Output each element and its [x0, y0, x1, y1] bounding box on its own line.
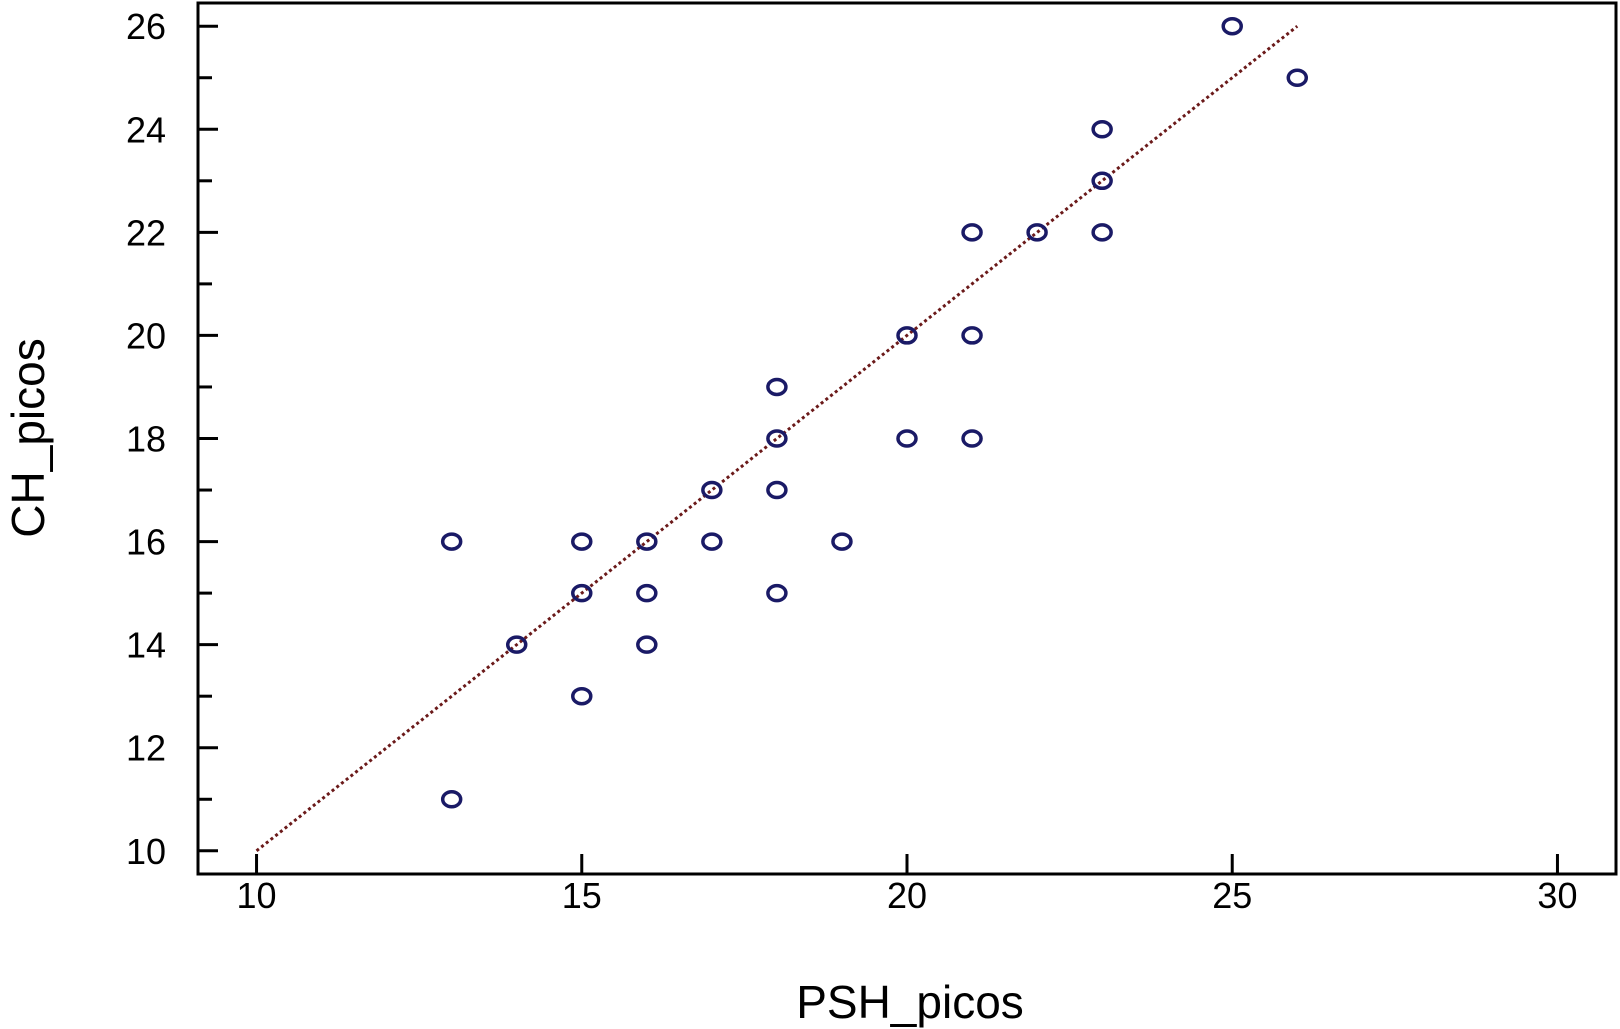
data-point	[1091, 171, 1113, 191]
y-tick-label: 12	[126, 728, 166, 769]
y-tick-label: 24	[126, 109, 166, 150]
x-tick-label: 30	[1537, 875, 1577, 916]
data-point	[1091, 223, 1113, 242]
y-tick-label: 22	[126, 212, 166, 253]
data-point	[1026, 223, 1048, 242]
points-layer	[440, 16, 1309, 809]
y-axis-title: CH_picos	[2, 338, 54, 537]
y-tick-label: 18	[126, 419, 166, 460]
data-point	[896, 326, 918, 345]
x-tick-label: 15	[562, 875, 602, 916]
y-tick-label: 26	[126, 6, 166, 47]
data-point	[571, 532, 593, 551]
data-point	[636, 635, 658, 654]
y-tick-label: 10	[126, 831, 166, 872]
x-tick-label: 25	[1212, 875, 1252, 916]
reference-line	[255, 25, 1299, 852]
y-axis: 10 12 14 16 18 20 22 24 26	[126, 6, 218, 872]
data-point	[1286, 68, 1309, 87]
data-point	[636, 583, 658, 603]
x-axis-title: PSH_picos	[796, 976, 1024, 1028]
data-point	[766, 429, 788, 448]
data-point	[831, 532, 853, 551]
data-point	[571, 583, 593, 603]
data-point	[636, 532, 658, 551]
x-tick-label: 10	[237, 875, 277, 916]
data-point	[961, 326, 983, 345]
x-axis: 10 15 20 25 30	[237, 854, 1577, 916]
plot-frame	[196, 1, 1618, 876]
data-point	[505, 635, 528, 654]
data-point	[440, 532, 463, 551]
data-point	[961, 223, 983, 242]
data-point	[1091, 120, 1113, 139]
x-tick-label: 20	[887, 875, 927, 916]
y-tick-label: 16	[126, 522, 166, 563]
data-point	[571, 686, 593, 706]
data-point	[701, 480, 723, 500]
y-tick-label: 14	[126, 625, 166, 666]
data-point	[766, 480, 788, 500]
reference-line-layer	[255, 25, 1299, 852]
data-point	[766, 583, 788, 603]
data-point	[440, 790, 463, 809]
data-point	[961, 429, 983, 448]
data-point	[701, 532, 723, 551]
y-tick-label: 20	[126, 315, 166, 356]
data-point	[896, 429, 918, 448]
data-point	[1221, 16, 1243, 36]
data-point	[766, 377, 788, 397]
